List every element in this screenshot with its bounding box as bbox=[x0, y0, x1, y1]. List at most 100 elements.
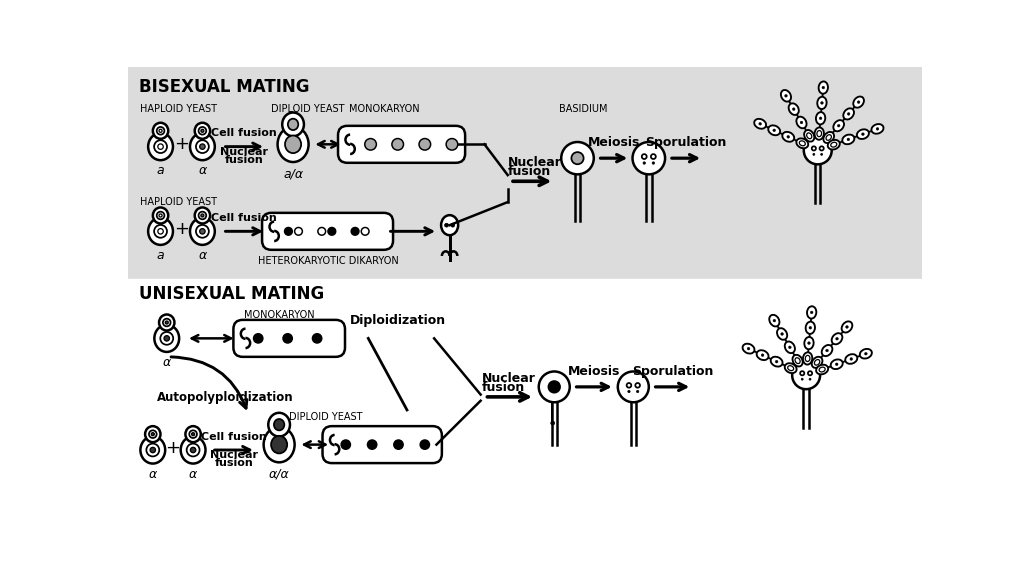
Ellipse shape bbox=[793, 108, 795, 111]
FancyBboxPatch shape bbox=[262, 213, 393, 250]
Text: fusion: fusion bbox=[215, 458, 254, 468]
Ellipse shape bbox=[164, 335, 170, 341]
Ellipse shape bbox=[368, 440, 377, 449]
Ellipse shape bbox=[814, 360, 820, 365]
Ellipse shape bbox=[189, 430, 197, 438]
Ellipse shape bbox=[288, 119, 298, 130]
Ellipse shape bbox=[817, 96, 826, 109]
Ellipse shape bbox=[351, 227, 359, 235]
Ellipse shape bbox=[190, 447, 196, 453]
Ellipse shape bbox=[633, 142, 665, 174]
Text: Nuclear: Nuclear bbox=[508, 156, 561, 169]
Ellipse shape bbox=[759, 122, 762, 125]
Text: α: α bbox=[199, 249, 207, 262]
Ellipse shape bbox=[784, 94, 787, 97]
FancyBboxPatch shape bbox=[233, 320, 345, 357]
Ellipse shape bbox=[782, 132, 795, 142]
Ellipse shape bbox=[628, 390, 630, 393]
Ellipse shape bbox=[830, 142, 837, 147]
Ellipse shape bbox=[777, 328, 787, 340]
Ellipse shape bbox=[830, 360, 843, 369]
Text: a: a bbox=[157, 164, 165, 177]
Text: α: α bbox=[199, 164, 207, 177]
Ellipse shape bbox=[317, 227, 326, 235]
Ellipse shape bbox=[263, 427, 295, 462]
Ellipse shape bbox=[341, 440, 350, 449]
Text: Meiosis: Meiosis bbox=[568, 365, 621, 378]
Ellipse shape bbox=[800, 141, 805, 146]
Text: α/α: α/α bbox=[268, 468, 290, 481]
Ellipse shape bbox=[813, 153, 815, 155]
Text: Sporulation: Sporulation bbox=[645, 136, 727, 149]
Ellipse shape bbox=[773, 129, 775, 132]
Text: +: + bbox=[166, 439, 180, 457]
Ellipse shape bbox=[787, 366, 794, 371]
Ellipse shape bbox=[617, 371, 649, 402]
Ellipse shape bbox=[420, 440, 429, 449]
Ellipse shape bbox=[643, 162, 645, 164]
Ellipse shape bbox=[857, 130, 869, 139]
Ellipse shape bbox=[153, 123, 168, 139]
Ellipse shape bbox=[186, 444, 200, 457]
Ellipse shape bbox=[831, 333, 843, 344]
Ellipse shape bbox=[814, 127, 824, 140]
Ellipse shape bbox=[786, 135, 790, 138]
Text: Nuclear: Nuclear bbox=[482, 371, 536, 384]
Ellipse shape bbox=[159, 315, 174, 330]
Text: DIPLOID YEAST: DIPLOID YEAST bbox=[271, 104, 345, 114]
Ellipse shape bbox=[196, 225, 209, 238]
Ellipse shape bbox=[195, 123, 210, 139]
Ellipse shape bbox=[642, 154, 647, 159]
Ellipse shape bbox=[836, 337, 839, 340]
FancyBboxPatch shape bbox=[338, 126, 465, 163]
Ellipse shape bbox=[154, 225, 167, 238]
Ellipse shape bbox=[201, 129, 204, 132]
Ellipse shape bbox=[812, 146, 816, 150]
Ellipse shape bbox=[185, 426, 201, 442]
Ellipse shape bbox=[161, 332, 173, 345]
Ellipse shape bbox=[295, 227, 302, 235]
Ellipse shape bbox=[806, 321, 815, 334]
Text: HAPLOID YEAST: HAPLOID YEAST bbox=[139, 197, 217, 206]
Ellipse shape bbox=[800, 121, 803, 124]
Ellipse shape bbox=[812, 357, 822, 368]
Text: DIPLOID YEAST: DIPLOID YEAST bbox=[289, 412, 362, 422]
Ellipse shape bbox=[157, 211, 165, 219]
FancyBboxPatch shape bbox=[323, 426, 442, 463]
Ellipse shape bbox=[365, 139, 377, 150]
Ellipse shape bbox=[861, 133, 864, 136]
Ellipse shape bbox=[788, 346, 792, 348]
Ellipse shape bbox=[784, 363, 797, 373]
Ellipse shape bbox=[781, 90, 792, 102]
Ellipse shape bbox=[651, 154, 655, 159]
Ellipse shape bbox=[551, 421, 555, 425]
Ellipse shape bbox=[819, 117, 822, 119]
Ellipse shape bbox=[285, 136, 301, 153]
Text: MONOKARYON: MONOKARYON bbox=[245, 310, 314, 320]
Ellipse shape bbox=[807, 133, 812, 139]
Ellipse shape bbox=[801, 378, 803, 380]
Ellipse shape bbox=[797, 139, 808, 148]
Ellipse shape bbox=[818, 81, 828, 94]
Ellipse shape bbox=[635, 383, 640, 388]
Ellipse shape bbox=[446, 139, 458, 150]
Ellipse shape bbox=[152, 433, 155, 436]
Text: α: α bbox=[148, 468, 157, 481]
Ellipse shape bbox=[392, 139, 403, 150]
Text: Nuclear: Nuclear bbox=[220, 148, 268, 158]
Ellipse shape bbox=[822, 86, 824, 89]
Ellipse shape bbox=[163, 319, 171, 327]
Text: α: α bbox=[189, 468, 198, 481]
Ellipse shape bbox=[278, 127, 308, 162]
Ellipse shape bbox=[190, 133, 215, 160]
Ellipse shape bbox=[155, 325, 179, 352]
Ellipse shape bbox=[800, 371, 804, 375]
Ellipse shape bbox=[312, 334, 322, 343]
Text: fusion: fusion bbox=[225, 155, 263, 165]
Ellipse shape bbox=[819, 367, 825, 372]
Ellipse shape bbox=[842, 321, 852, 333]
Ellipse shape bbox=[148, 218, 173, 245]
Text: HETEROKARYOTIC DIKARYON: HETEROKARYOTIC DIKARYON bbox=[258, 256, 398, 266]
Text: Cell fusion: Cell fusion bbox=[211, 213, 278, 223]
Ellipse shape bbox=[361, 227, 369, 235]
